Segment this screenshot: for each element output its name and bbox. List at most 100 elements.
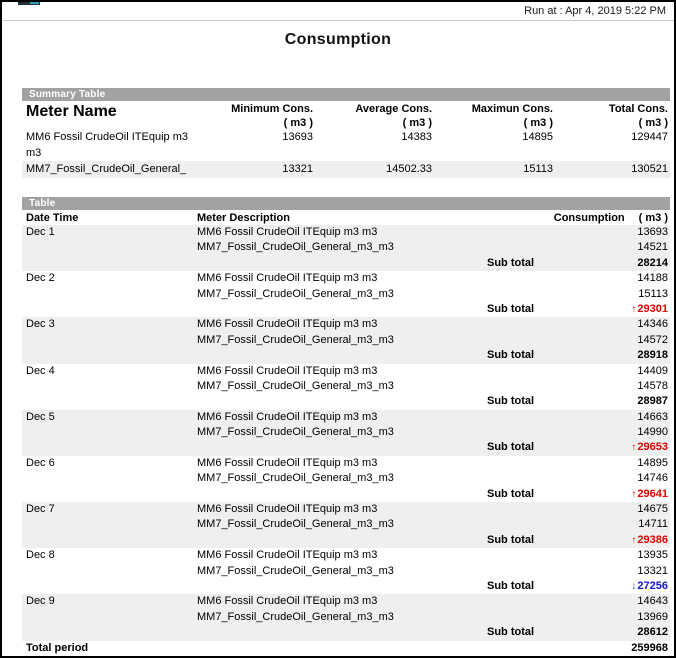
scan-artifact-teal xyxy=(30,2,39,4)
trend-down-arrow-icon: ↓ xyxy=(631,580,637,592)
subtotal-label: Sub total xyxy=(487,533,535,546)
subtotal-value: ↑29301 xyxy=(631,302,668,315)
meter-row: MM7_Fossil_CrudeOil_General_m3_m3 14572 xyxy=(22,333,670,348)
meter-consumption-value: 14675 xyxy=(637,503,668,516)
day-date-spacer xyxy=(22,302,197,317)
header-divider xyxy=(2,20,674,21)
subtotal-label-spacer xyxy=(487,317,572,332)
meter-description: MM6 Fossil CrudeOil ITEquip m3 m3 xyxy=(197,595,378,608)
subtotal-label-spacer xyxy=(487,610,572,625)
meter-consumption-value: 14746 xyxy=(637,472,668,485)
meter-row: MM7_Fossil_CrudeOil_General_m3_m3 14578 xyxy=(22,379,670,394)
day-date xyxy=(22,610,197,625)
meter-consumption-value: 14346 xyxy=(637,318,668,331)
meter-description-spacer xyxy=(197,579,487,594)
meter-consumption-value: 15113 xyxy=(638,287,668,300)
meter-description-spacer xyxy=(197,625,487,640)
day-date-spacer xyxy=(22,487,197,502)
subtotal-row: Sub total ↑29653 xyxy=(22,440,670,455)
subtotal-value: 28612 xyxy=(637,626,668,639)
day-date-spacer xyxy=(22,348,197,363)
meter-description-spacer xyxy=(197,302,487,317)
subtotal-row: Sub total 28918 xyxy=(22,348,670,363)
subtotal-label-spacer xyxy=(487,287,572,302)
summary-value: 13693 xyxy=(282,131,313,143)
subtotal-label: Sub total xyxy=(487,302,535,315)
meter-row: MM7_Fossil_CrudeOil_General_m3_m3 14990 xyxy=(22,425,670,440)
day-date xyxy=(22,471,197,486)
summary-value: 13321 xyxy=(282,163,313,175)
meter-description: MM7_Fossil_CrudeOil_General_m3_m3 xyxy=(197,564,394,577)
subtotal-value: ↑29653 xyxy=(631,441,668,454)
meter-row: MM7_Fossil_CrudeOil_General_m3_m3 15113 xyxy=(22,287,670,302)
meter-row: MM7_Fossil_CrudeOil_General_m3_m3 13969 xyxy=(22,610,670,625)
subtotal-row: Sub total 28612 xyxy=(22,625,670,640)
day-block: Dec 6 MM6 Fossil CrudeOil ITEquip m3 m3 14… xyxy=(22,456,670,502)
summary-value: 15113 xyxy=(523,163,553,175)
meter-consumption-value: 13321 xyxy=(637,564,668,577)
meter-description: MM6 Fossil CrudeOil ITEquip m3 m3 xyxy=(197,318,378,331)
meter-description: MM7_Fossil_CrudeOil_General_m3_m3 xyxy=(197,379,394,392)
subtotal-value: ↓27256 xyxy=(631,579,668,592)
subtotal-label: Sub total xyxy=(487,349,535,362)
subtotal-label-spacer xyxy=(487,502,572,517)
subtotal-label-spacer xyxy=(487,410,572,425)
day-date: Dec 1 xyxy=(26,226,55,238)
meter-row: MM7_Fossil_CrudeOil_General_m3_m3 14746 xyxy=(22,471,670,486)
meter-consumption-value: 14895 xyxy=(637,456,668,469)
meter-row: Dec 7 MM6 Fossil CrudeOil ITEquip m3 m3 14… xyxy=(22,502,670,517)
day-date-spacer xyxy=(22,440,197,455)
meter-description: MM7_Fossil_CrudeOil_General_m3_m3 xyxy=(197,610,394,623)
subtotal-row: Sub total ↑29386 xyxy=(22,533,670,548)
consumption-unit-label: ( m3 ) xyxy=(638,212,668,224)
day-block: Dec 4 MM6 Fossil CrudeOil ITEquip m3 m3 14… xyxy=(22,364,670,410)
day-date xyxy=(22,564,197,579)
detail-section-bar: Table xyxy=(22,197,670,210)
subtotal-label: Sub total xyxy=(487,395,535,408)
day-date xyxy=(22,425,197,440)
summary-header-row: Meter Name Minimum Cons.( m3 ) Average Co… xyxy=(22,103,670,130)
meter-row: Dec 6 MM6 Fossil CrudeOil ITEquip m3 m3 14… xyxy=(22,456,670,471)
meter-description: MM7_Fossil_CrudeOil_General_m3_m3 xyxy=(197,333,394,346)
detail-col-date-time: Date Time xyxy=(26,212,79,224)
day-block: Dec 2 MM6 Fossil CrudeOil ITEquip m3 m3 14… xyxy=(22,271,670,317)
summary-value: 14895 xyxy=(522,131,553,143)
total-period-row: Total period 259968 xyxy=(22,641,670,655)
summary-value: 130521 xyxy=(631,163,668,175)
day-date: Dec 2 xyxy=(26,272,55,285)
meter-consumption-value: 14188 xyxy=(637,272,668,285)
summary-column-title: Total Cons. xyxy=(608,103,668,115)
day-date xyxy=(22,379,197,394)
day-block: Dec 7 MM6 Fossil CrudeOil ITEquip m3 m3 14… xyxy=(22,502,670,549)
meter-row: MM7_Fossil_CrudeOil_General_m3_m3 14711 xyxy=(22,517,670,532)
subtotal-value: 28987 xyxy=(637,395,668,408)
meter-description-spacer xyxy=(197,487,487,502)
summary-col-meter-name: Meter Name xyxy=(26,103,117,120)
meter-description-spacer xyxy=(197,440,487,455)
meter-consumption-value: 14643 xyxy=(637,595,668,608)
subtotal-row: Sub total ↑29301 xyxy=(22,302,670,317)
subtotal-label: Sub total xyxy=(487,441,535,454)
subtotal-label-spacer xyxy=(487,240,572,255)
subtotal-value: 28214 xyxy=(637,256,668,269)
meter-consumption-value: 14711 xyxy=(638,518,668,531)
day-date-spacer xyxy=(22,625,197,640)
meter-description-spacer xyxy=(197,348,487,363)
meter-description: MM7_Fossil_CrudeOil_General_m3_m3 xyxy=(197,426,394,439)
subtotal-label: Sub total xyxy=(487,626,535,639)
day-date-spacer xyxy=(22,256,197,271)
meter-consumption-value: 13693 xyxy=(637,226,668,238)
meter-description: MM6 Fossil CrudeOil ITEquip m3 m3 xyxy=(197,364,378,377)
summary-column-title: Maximun Cons. xyxy=(471,103,553,115)
subtotal-label: Sub total xyxy=(487,579,535,592)
summary-meter-name: MM7_Fossil_CrudeOil_General_ xyxy=(26,163,187,175)
consumption-header-label: Consumption xyxy=(553,212,625,224)
subtotal-label-spacer xyxy=(487,425,572,440)
subtotal-label-spacer xyxy=(487,364,572,379)
day-date-spacer xyxy=(22,579,197,594)
subtotal-label-spacer xyxy=(487,548,572,563)
subtotal-label-spacer xyxy=(487,225,572,240)
summary-column-unit: ( m3 ) xyxy=(523,116,553,129)
meter-description: MM6 Fossil CrudeOil ITEquip m3 m3 xyxy=(197,549,378,562)
trend-up-arrow-icon: ↑ xyxy=(631,442,637,454)
